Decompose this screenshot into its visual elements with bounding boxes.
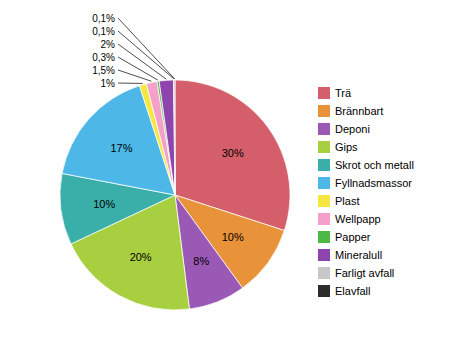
data-label: 1,5% [92,65,115,76]
legend-item: Brännbart [318,105,383,117]
legend-label: Fyllnadsmassor [335,177,412,189]
legend-item: Mineralull [318,249,382,261]
legend-swatch [318,231,330,243]
slice [174,80,176,195]
slice [159,80,175,195]
data-label: 10% [93,198,115,210]
pie: 30% 10% 8% 20% 10% 17% 1% 1,5% 0,3% 2% 0,1% 0,1% [60,13,290,310]
legend-label: Mineralull [335,249,382,261]
data-label: 2% [101,39,116,50]
data-label: 1% [101,78,116,89]
legend-label: Brännbart [335,105,383,117]
legend-swatch [318,105,330,117]
legend-item: Plast [318,195,359,207]
leader-line [118,18,175,79]
legend-item: Gips [318,141,358,153]
legend-label: Skrot och metall [335,159,414,171]
legend-label: Plast [335,195,359,207]
legend-label: Papper [335,231,371,243]
legend-swatch [318,177,330,189]
data-label: 0,1% [92,26,115,37]
data-label: 10% [222,231,244,243]
legend-item: Fyllnadsmassor [318,177,412,189]
legend-swatch [318,141,330,153]
leader-line [118,31,174,79]
legend-swatch [318,213,330,225]
leader-line [118,70,151,81]
legend-label: Trä [335,87,352,99]
legend-swatch [318,267,330,279]
legend-swatch [318,123,330,135]
data-label: 17% [111,142,133,154]
slice [174,80,175,195]
legend-swatch [318,249,330,261]
data-label: 30% [222,147,244,159]
legend-swatch [318,87,330,99]
data-label: 20% [130,251,152,263]
legend-item: Trä [318,87,352,99]
leader-line [118,83,143,84]
legend-label: Wellpapp [335,213,381,225]
data-label: 8% [193,255,209,267]
legend-label: Deponi [335,123,370,135]
legend-label: Farligt avfall [335,267,394,279]
legend-item: Skrot och metall [318,159,414,171]
legend-swatch [318,159,330,171]
data-label: 0,3% [92,52,115,63]
legend: Trä Brännbart Deponi Gips Skrot och metall Fy… [318,87,414,297]
legend-label: Gips [335,141,358,153]
chart: 30% 10% 8% 20% 10% 17% 1% 1,5% 0,3% 2% 0,1% 0,1% Trä… [0,0,453,349]
legend-item: Papper [318,231,371,243]
legend-label: Elavfall [335,285,370,297]
legend-item: Wellpapp [318,213,381,225]
legend-item: Elavfall [318,285,370,297]
data-label: 0,1% [92,13,115,24]
legend-swatch [318,195,330,207]
legend-item: Deponi [318,123,370,135]
legend-item: Farligt avfall [318,267,394,279]
legend-swatch [318,285,330,297]
